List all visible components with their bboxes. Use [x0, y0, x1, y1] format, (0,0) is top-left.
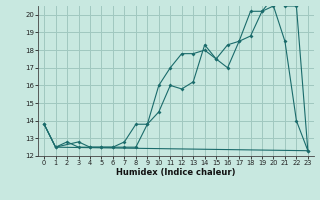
- X-axis label: Humidex (Indice chaleur): Humidex (Indice chaleur): [116, 168, 236, 177]
